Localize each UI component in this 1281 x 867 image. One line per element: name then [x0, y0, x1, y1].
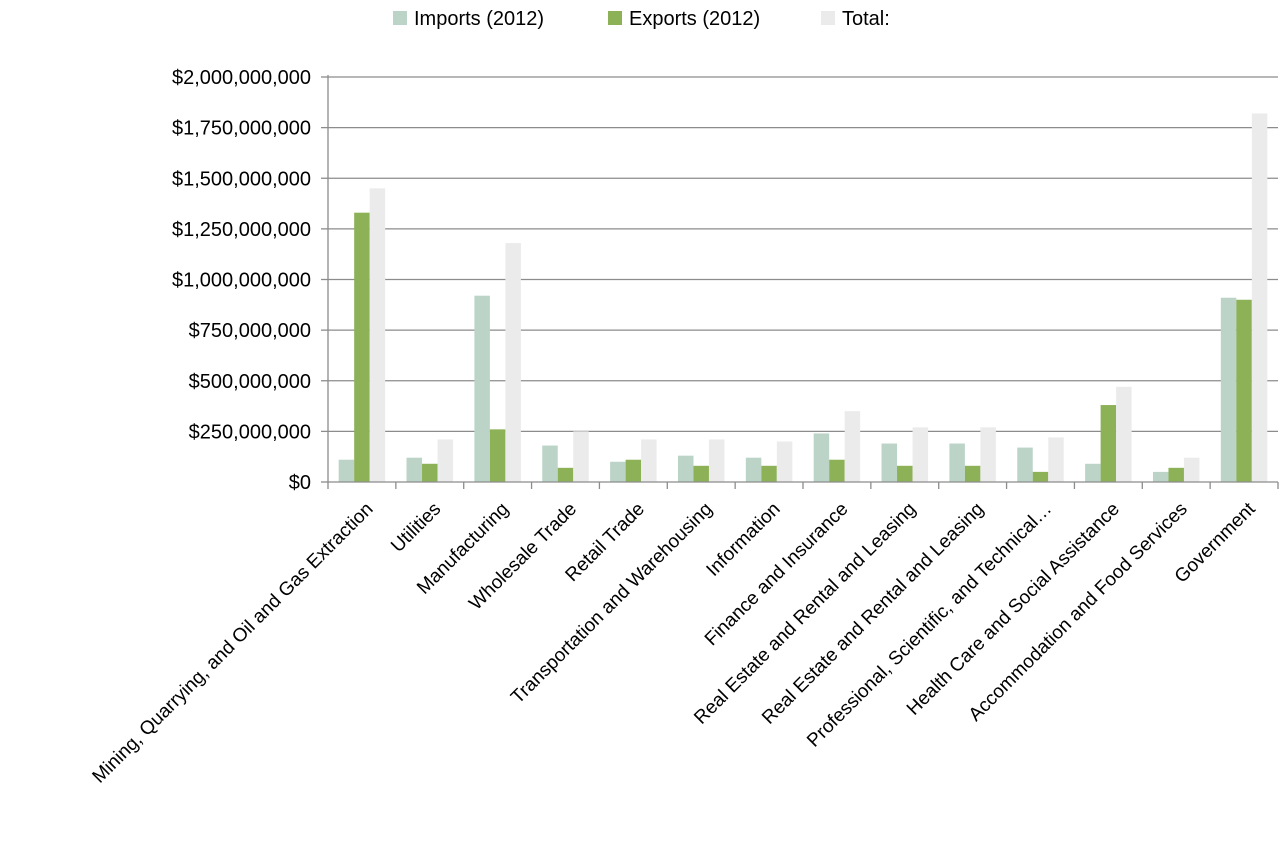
legend-swatch — [821, 11, 835, 25]
bar — [1100, 405, 1117, 482]
y-tick-label: $1,750,000,000 — [172, 118, 311, 140]
bar — [542, 445, 558, 482]
bar — [1116, 386, 1132, 482]
bar — [1048, 437, 1064, 482]
y-tick-label: $1,000,000,000 — [172, 270, 311, 292]
bar — [980, 427, 996, 482]
bar — [625, 459, 642, 482]
legend-swatch — [608, 11, 622, 25]
bar — [813, 433, 830, 482]
y-tick-label: $250,000,000 — [189, 421, 311, 443]
bar — [1085, 463, 1101, 482]
y-tick-label: $750,000,000 — [189, 320, 311, 342]
legend: Imports (2012) Exports (2012) Total: — [393, 8, 890, 30]
x-category-label: Utilities — [387, 499, 445, 557]
bar — [1236, 299, 1252, 482]
y-tick-label: $1,500,000,000 — [172, 168, 311, 190]
y-axis-tick-labels: $0 $250,000,000 $500,000,000 $750,000,000 $1… — [172, 67, 311, 494]
bar — [844, 411, 861, 482]
x-axis-category-labels: Mining, Quarrying, and Oil and Gas Extra… — [89, 498, 1261, 787]
y-tick-label: $500,000,000 — [189, 371, 311, 393]
bar — [1032, 471, 1049, 482]
bars — [338, 113, 1268, 483]
legend-swatch — [393, 11, 407, 25]
bar — [474, 295, 490, 482]
bar — [964, 465, 981, 482]
bar — [437, 439, 454, 482]
bar — [829, 459, 845, 482]
x-category-label: Mining, Quarrying, and Oil and Gas Extra… — [89, 499, 378, 788]
bar — [1168, 467, 1184, 482]
bar — [369, 188, 386, 482]
bar — [1017, 447, 1033, 482]
bar — [776, 441, 793, 482]
y-tick-label: $2,000,000,000 — [172, 67, 311, 89]
bar — [708, 439, 725, 482]
bar — [641, 439, 657, 482]
bar — [881, 443, 898, 482]
bar — [557, 467, 574, 482]
bar — [761, 465, 777, 482]
bar — [912, 427, 929, 482]
legend-label: Imports (2012) — [414, 8, 544, 30]
bar — [505, 243, 521, 482]
y-tick-label: $0 — [289, 472, 311, 494]
axes — [321, 75, 1279, 489]
bar — [1251, 113, 1268, 482]
bar — [489, 429, 506, 482]
legend-label: Exports (2012) — [629, 8, 760, 30]
x-category-label: Professional, Scientific, and Technical… — [803, 499, 1056, 752]
legend-label: Total: — [842, 8, 890, 30]
bar — [949, 443, 965, 482]
bar — [354, 212, 370, 483]
bar — [745, 457, 762, 482]
bar — [422, 463, 438, 482]
bar — [338, 459, 355, 482]
bar — [1220, 297, 1237, 482]
bar — [610, 461, 626, 482]
bar — [1183, 457, 1200, 482]
bar — [693, 465, 709, 482]
bar — [406, 457, 423, 482]
bar — [1152, 471, 1169, 482]
gridlines — [328, 76, 1278, 433]
y-tick-label: $1,250,000,000 — [172, 219, 311, 241]
bar — [573, 431, 589, 482]
bar — [897, 465, 913, 482]
bar — [677, 455, 694, 482]
